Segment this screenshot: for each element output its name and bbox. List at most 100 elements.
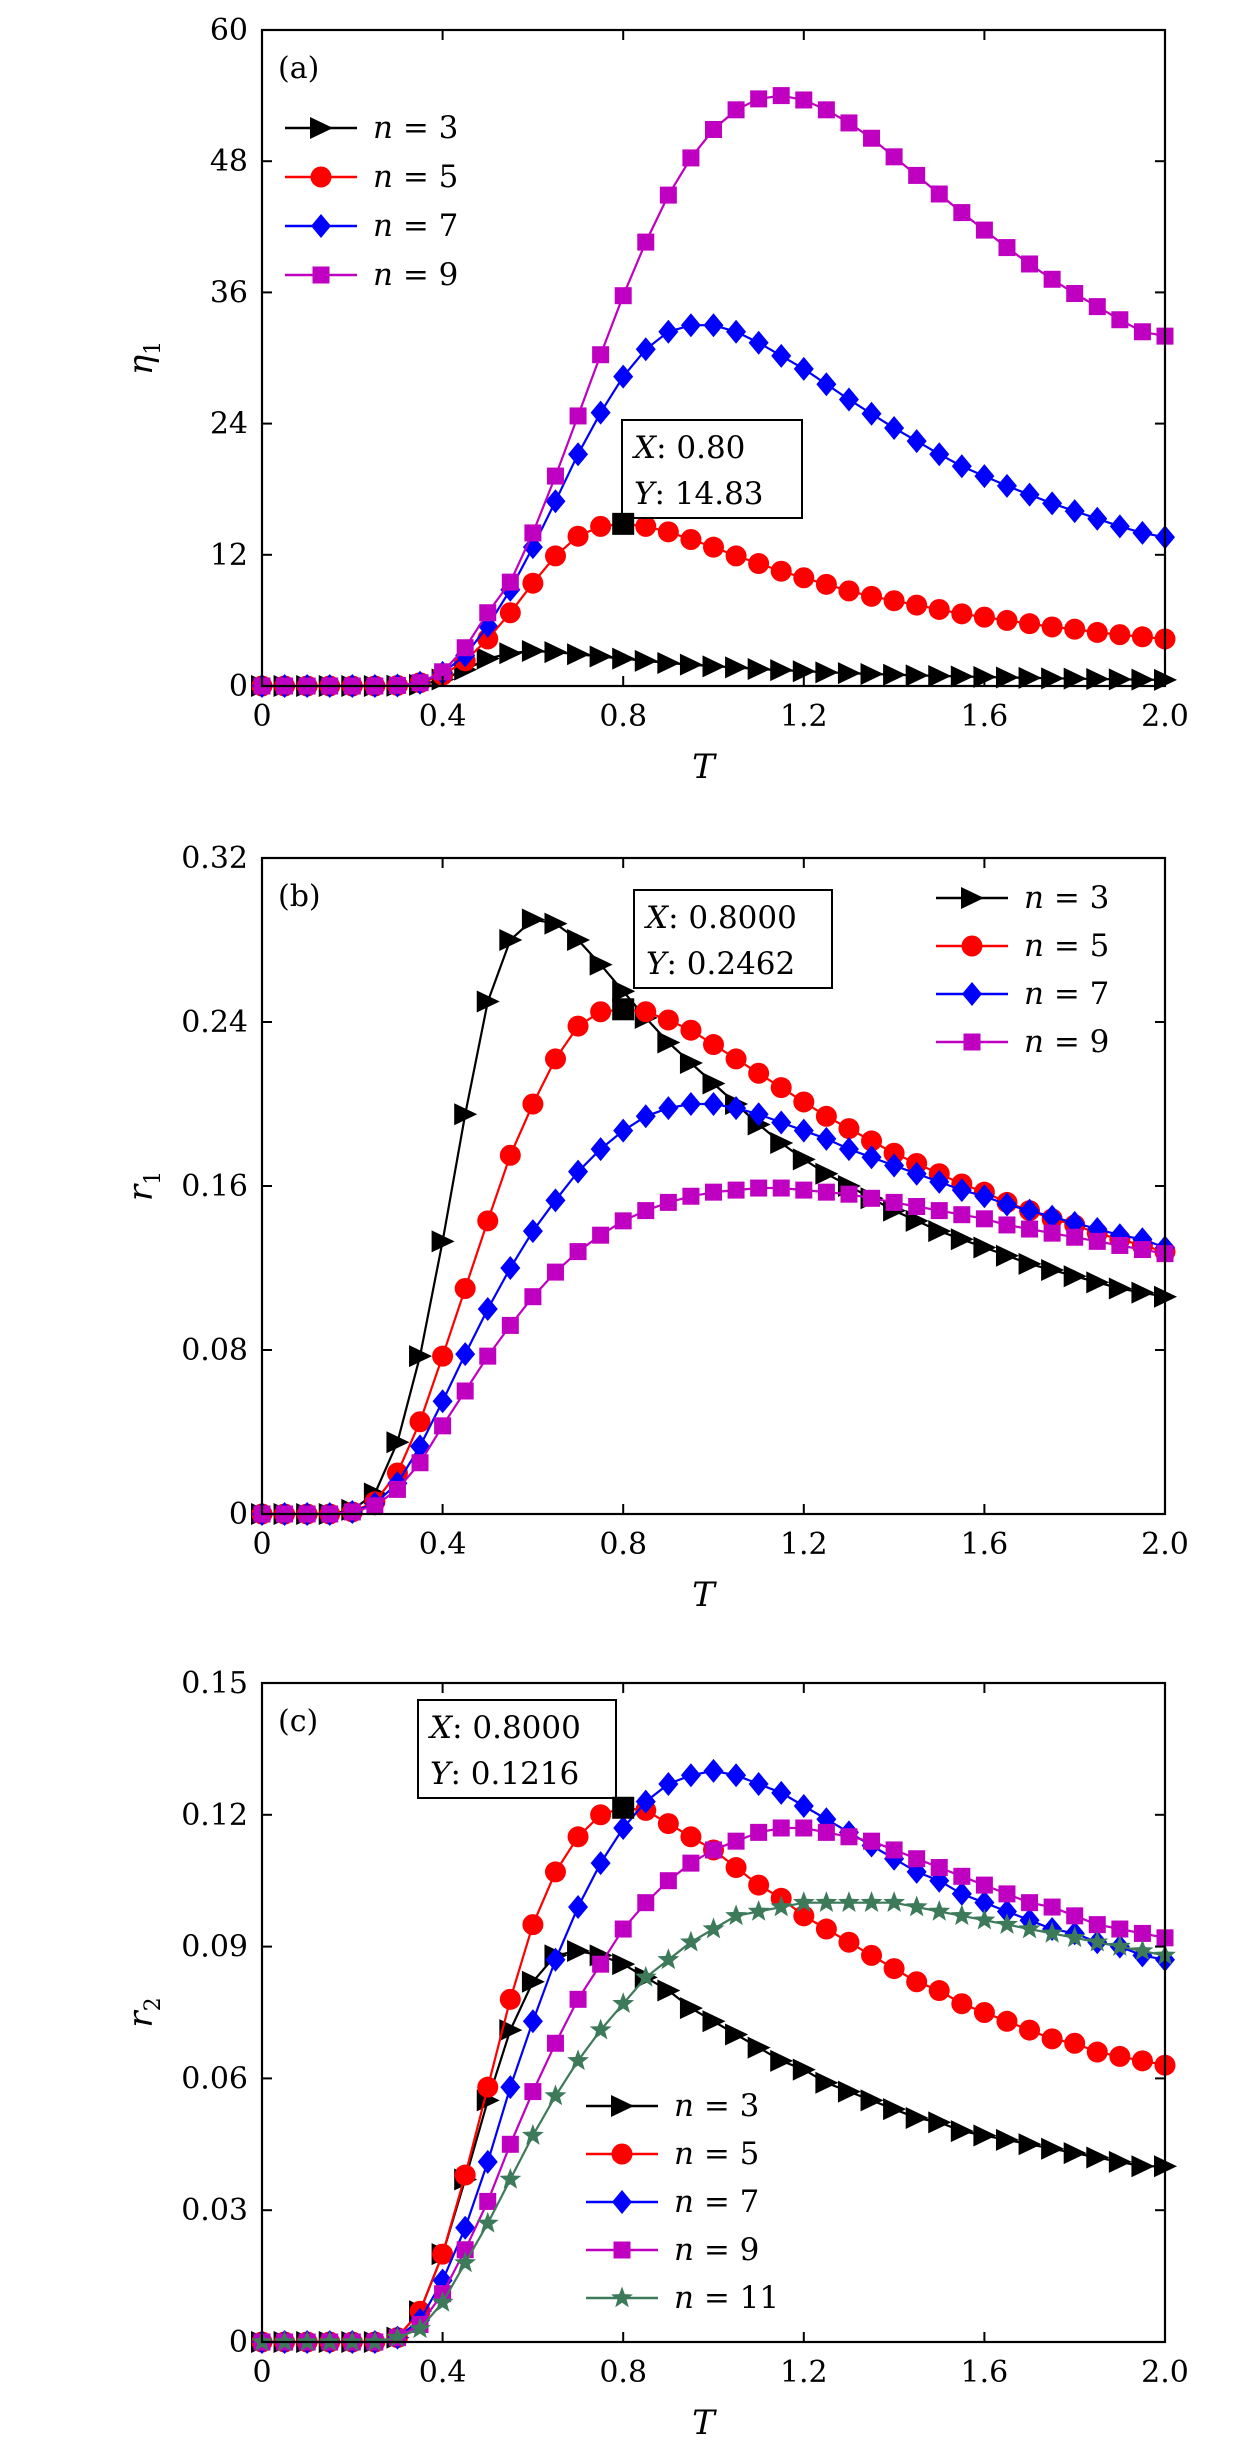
legend-n-value: 7 (740, 2184, 760, 2220)
data-point (1063, 1926, 1086, 1948)
legend-equals: = (694, 2280, 740, 2316)
data-point (1063, 2142, 1087, 2165)
data-point (793, 567, 815, 589)
data-point (680, 1019, 702, 1041)
data-point (951, 454, 972, 479)
data-point (589, 645, 613, 668)
data-point (950, 1904, 973, 1926)
data-point (568, 1895, 589, 1920)
data-point (682, 149, 700, 167)
data-point (545, 1947, 566, 1972)
data-point (567, 1015, 589, 1037)
data-point (454, 1278, 476, 1299)
data-point (950, 1228, 974, 1251)
legend-marker (611, 2095, 634, 2117)
legend-n-symbol: n (674, 2136, 694, 2172)
legend-item-9: n = 9 (936, 1024, 1109, 1060)
data-point (953, 1206, 971, 1224)
legend-item-5: n = 5 (586, 2136, 759, 2172)
data-point (1111, 311, 1129, 329)
data-point (567, 929, 591, 951)
data-point (592, 1226, 610, 1244)
data-point (1066, 284, 1084, 302)
data-point (1088, 1232, 1106, 1250)
data-point (771, 1110, 792, 1135)
legend-equals: = (393, 110, 439, 146)
data-point (521, 908, 545, 931)
data-point (1018, 1917, 1041, 1939)
legend-equals: = (1044, 1024, 1090, 1060)
data-point (1086, 668, 1110, 691)
data-point (1066, 1228, 1084, 1246)
data-point (861, 401, 882, 426)
data-point (884, 415, 905, 440)
data-point (500, 2075, 521, 2100)
datatip-marker (612, 1796, 635, 1819)
y-tick-label: 0.15 (181, 1666, 248, 1701)
legend-equals: = (694, 2184, 740, 2220)
data-point (905, 2106, 929, 2129)
data-point (635, 515, 657, 537)
datatip-x-value: : 0.80 (656, 430, 745, 466)
data-point (1132, 520, 1153, 545)
data-point (905, 664, 929, 687)
data-point (567, 2049, 589, 2071)
y-tick-label: 12 (210, 538, 248, 573)
data-point (479, 1347, 497, 1365)
data-point (657, 1948, 680, 1970)
data-point (1041, 1259, 1065, 1282)
data-point (750, 90, 768, 108)
datatip-y: Y: 14.83 (634, 476, 764, 512)
data-point (973, 2002, 995, 2023)
plot-area (251, 1758, 1177, 2354)
datatip-y: Y: 0.1216 (430, 1756, 579, 1792)
data-point (477, 2076, 499, 2098)
data-point (637, 1894, 655, 1912)
data-point (501, 573, 519, 591)
data-point (499, 929, 523, 951)
data-point (658, 319, 679, 344)
data-point (477, 1210, 499, 1232)
data-point (524, 2083, 542, 2101)
data-point (522, 1914, 544, 1936)
data-point (837, 2080, 861, 2103)
data-point (590, 515, 612, 537)
data-point (725, 1904, 748, 1926)
data-point (725, 1857, 747, 1879)
data-point (590, 1851, 611, 1876)
data-point (657, 1979, 681, 2002)
legend-n-symbol: n (674, 2232, 694, 2268)
data-point (725, 1048, 747, 1070)
data-point (726, 1096, 747, 1121)
data-point (679, 653, 703, 676)
data-point (702, 655, 726, 678)
data-point (612, 1992, 635, 2014)
data-point (795, 91, 813, 109)
data-point (793, 1091, 815, 1113)
data-point (995, 666, 1019, 689)
data-point (477, 2149, 498, 2174)
data-point (770, 1895, 793, 1917)
data-point (544, 641, 568, 664)
data-point (995, 1244, 1019, 1267)
legend-n-symbol: n (674, 2184, 694, 2220)
data-point (950, 665, 974, 688)
data-point (748, 1062, 770, 1084)
legend-marker (310, 166, 332, 188)
data-point (995, 2128, 1019, 2151)
series-9 (253, 1819, 1174, 2351)
datatip-marker (612, 512, 635, 535)
legend-n-value: 9 (1090, 1024, 1110, 1060)
data-point (838, 580, 860, 602)
data-point (1043, 1898, 1061, 1916)
legend-n-value: 11 (740, 2280, 779, 2316)
data-point (973, 1908, 996, 1930)
data-point (589, 953, 613, 976)
data-point (795, 1181, 813, 1199)
x-tick-label: 0.8 (599, 2355, 647, 2390)
data-point (567, 1826, 589, 1848)
data-point (1041, 2137, 1065, 2160)
legend-item-7: n = 7 (586, 2184, 759, 2220)
data-point (974, 1890, 995, 1915)
data-point (906, 429, 927, 454)
